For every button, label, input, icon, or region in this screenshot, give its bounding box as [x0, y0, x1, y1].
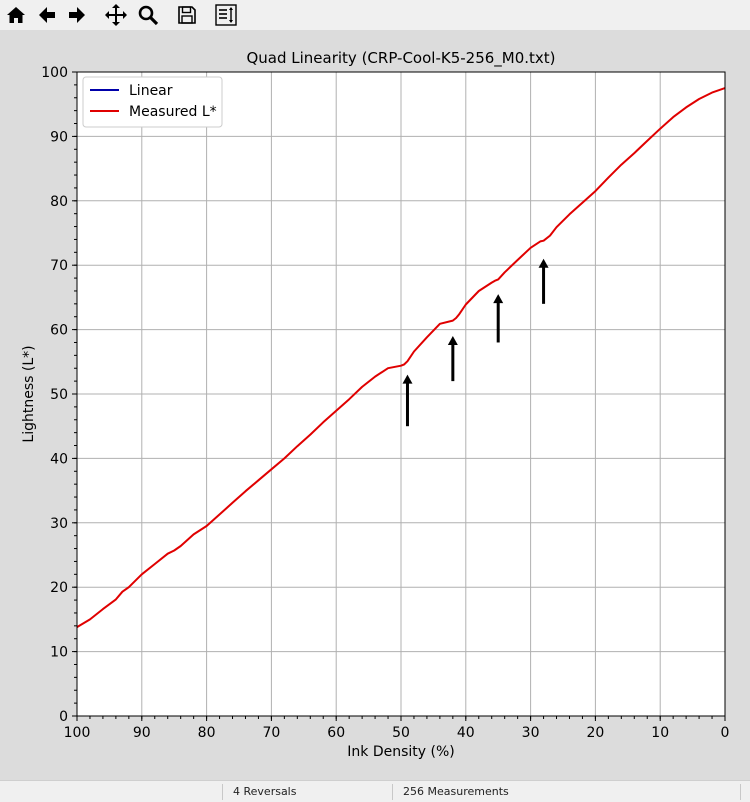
status-bar: 4 Reversals 256 Measurements	[0, 780, 750, 802]
y-tick-label: 30	[50, 516, 68, 532]
annotation-arrow	[402, 374, 413, 427]
configure-subplots-icon[interactable]	[213, 2, 239, 28]
y-tick-label: 50	[50, 387, 68, 403]
x-tick-label: 60	[327, 725, 345, 741]
x-tick-label: 50	[392, 725, 410, 741]
y-tick-label: 10	[50, 645, 68, 661]
size-grip[interactable]	[740, 784, 750, 800]
y-tick-label: 60	[50, 323, 68, 339]
home-icon[interactable]	[3, 2, 29, 28]
chart-title: Quad Linearity (CRP-Cool-K5-256_M0.txt)	[246, 49, 555, 68]
status-measurements: 256 Measurements	[392, 784, 740, 800]
annotation-arrow	[447, 336, 458, 382]
x-tick-label: 20	[586, 725, 604, 741]
legend-label-linear: Linear	[129, 83, 173, 99]
x-tick-label: 40	[457, 725, 475, 741]
annotation-arrow-head	[538, 258, 549, 268]
x-tick-label: 100	[64, 725, 91, 741]
legend: Linear Measured L*	[82, 76, 223, 128]
chart[interactable]: 100 90 80 70 60 50 40 30 20 10 0010203040506070809…	[0, 30, 750, 780]
x-tick-label: 90	[133, 725, 151, 741]
annotation-arrow-head	[402, 374, 413, 384]
tick-layer: 100 90 80 70 60 50 40 30 20 10 0010203040506070809…	[41, 65, 729, 741]
annotation-layer	[402, 258, 549, 427]
save-icon[interactable]	[174, 2, 200, 28]
x-axis-label: Ink Density (%)	[347, 744, 454, 760]
legend-label-measured: Measured L*	[129, 104, 217, 120]
y-tick-label: 70	[50, 258, 68, 274]
forward-icon[interactable]	[64, 2, 90, 28]
status-reversals: 4 Reversals	[222, 784, 392, 800]
pan-icon[interactable]	[103, 2, 129, 28]
series-layer	[76, 87, 726, 628]
zoom-icon[interactable]	[135, 2, 161, 28]
series-line-measured-l	[76, 87, 726, 628]
x-tick-label: 0	[721, 725, 730, 741]
annotation-arrow-head	[447, 336, 458, 346]
annotation-arrow-head	[493, 294, 504, 304]
y-tick-label: 20	[50, 580, 68, 596]
x-tick-label: 80	[198, 725, 216, 741]
x-tick-label: 30	[522, 725, 540, 741]
annotation-arrow	[538, 258, 549, 304]
back-icon[interactable]	[34, 2, 60, 28]
y-tick-label: 90	[50, 129, 68, 145]
y-tick-label: 0	[59, 709, 68, 725]
grid	[76, 71, 726, 717]
y-tick-label: 100	[41, 65, 68, 81]
x-tick-label: 70	[262, 725, 280, 741]
y-axis-label: Lightness (L*)	[21, 345, 37, 442]
figure: 100 90 80 70 60 50 40 30 20 10 0 0 10 20 30 40 50 60 70 80 9…	[0, 30, 750, 780]
toolbar	[0, 0, 750, 31]
x-tick-label: 10	[651, 725, 669, 741]
y-tick-label: 80	[50, 194, 68, 210]
annotation-arrow	[493, 294, 504, 343]
y-tick-label: 40	[50, 451, 68, 467]
